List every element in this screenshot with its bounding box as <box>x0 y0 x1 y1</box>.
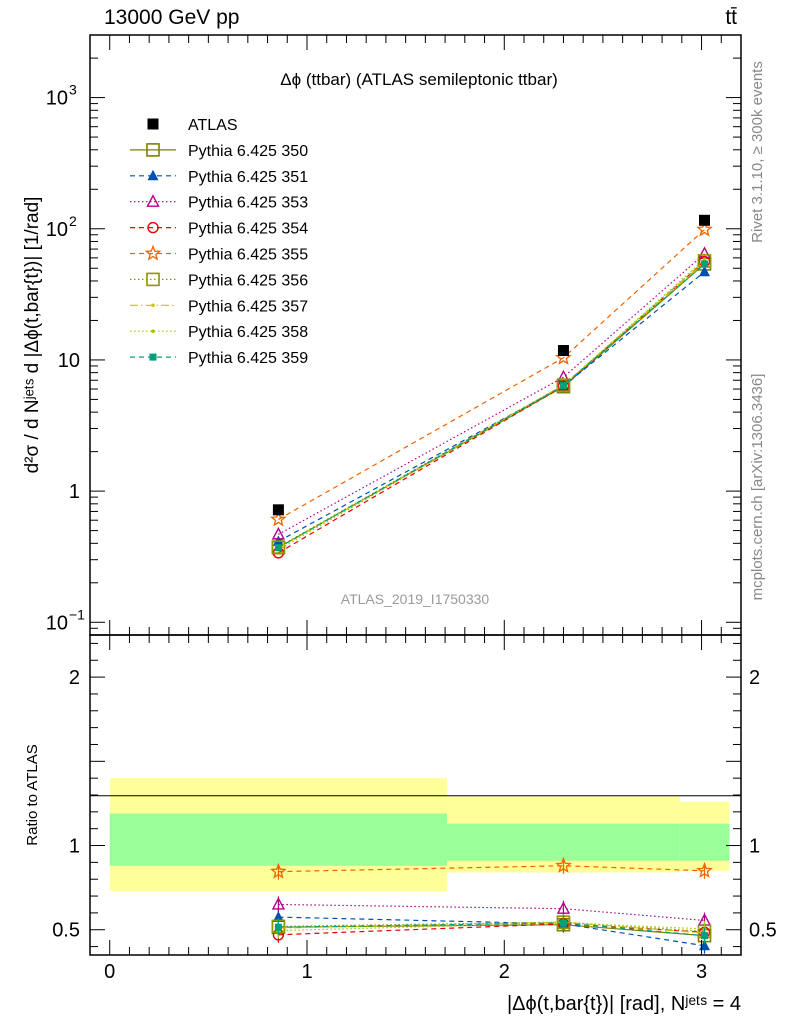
ratio-stat-uncertainty-band <box>109 813 448 866</box>
legend-marker <box>146 272 160 287</box>
chart-title: Δϕ (ttbar) (ATLAS semileptonic ttbar) <box>280 70 558 89</box>
series-marker <box>274 544 282 552</box>
ratio-y-tick-label: 2 <box>69 667 80 689</box>
y-tick-label: 10 <box>46 219 68 241</box>
x-tick-label: 2 <box>499 961 510 983</box>
series-line <box>278 260 705 548</box>
legend-label: Pythia 6.425 357 <box>188 298 308 315</box>
series-line <box>278 263 705 549</box>
y-tick-label: 1 <box>69 481 80 503</box>
ratio-y-tick-label: 0.5 <box>749 920 777 942</box>
series-marker <box>270 510 287 527</box>
legend-label: ATLAS <box>188 117 238 134</box>
main-series-group <box>270 214 713 559</box>
ratio-series-marker <box>701 932 709 940</box>
legend-label: Pythia 6.425 359 <box>188 350 308 367</box>
ratio-series-marker <box>556 901 571 914</box>
series-marker <box>271 526 286 540</box>
ratio-series-marker <box>270 862 287 879</box>
data-point <box>699 214 711 226</box>
series-marker <box>559 382 567 390</box>
series-line <box>278 271 705 542</box>
y-tick-label-exponent: 2 <box>69 213 77 229</box>
series-line <box>278 261 705 554</box>
rivet-version-label: Rivet 3.1.10, ≥ 300k events <box>749 61 766 243</box>
ratio-y-tick-label: 2 <box>749 667 760 689</box>
y-tick-label-exponent: 3 <box>69 82 77 98</box>
y-tick-label: 10 <box>46 88 68 110</box>
series-line <box>278 253 705 535</box>
ratio-series-group <box>270 856 713 954</box>
legend-marker <box>151 329 155 334</box>
series-marker <box>699 265 711 277</box>
ratio-y-tick-label: 1 <box>69 836 80 858</box>
ratio-series-marker <box>272 911 284 922</box>
ratio-series-marker <box>559 919 567 927</box>
series-marker <box>701 260 709 268</box>
mcplots-reference-label: mcplots.cern.ch [arXiv:1306.3436] <box>749 374 766 601</box>
legend-marker <box>151 303 155 308</box>
ratio-y-tick-label: 1 <box>749 836 760 858</box>
x-tick-label: 1 <box>301 961 312 983</box>
legend-marker <box>147 118 159 130</box>
ratio-series-marker <box>274 923 282 931</box>
legend-marker <box>147 221 159 234</box>
legend-marker <box>146 194 160 207</box>
x-tick-label: 0 <box>104 961 115 983</box>
legend-label: Pythia 6.425 356 <box>188 272 308 289</box>
ratio-stat-uncertainty-band <box>679 823 730 861</box>
ratio-series-line <box>278 921 705 934</box>
analysis-watermark: ATLAS_2019_I1750330 <box>341 591 490 607</box>
y-tick-label: 10 <box>46 612 68 634</box>
x-axis-label: |Δϕ(t,bar{t})| [rad], Nʲᵉᵗˢ = 4 <box>507 993 741 1015</box>
ratio-series-line <box>278 922 705 937</box>
ratio-series-line <box>278 916 705 947</box>
ratio-series-marker <box>696 861 713 878</box>
ratio-series-marker <box>271 896 286 910</box>
ratio-series-line <box>278 865 705 873</box>
series-marker <box>271 540 286 554</box>
energy-label: 13000 GeV pp <box>104 6 239 29</box>
series-line <box>278 263 705 549</box>
legend-label: Pythia 6.425 351 <box>188 169 308 186</box>
series-marker <box>702 257 707 262</box>
legend: ATLAS Pythia 6.425 350 Pythia 6.425 351 Pyt… <box>130 117 308 367</box>
legend-label: Pythia 6.425 350 <box>188 143 308 160</box>
legend-label: Pythia 6.425 354 <box>188 221 308 238</box>
data-point <box>557 345 569 357</box>
legend-marker <box>144 244 162 261</box>
y-tick-label-exponent: −1 <box>69 606 85 622</box>
legend-label: Pythia 6.425 355 <box>188 247 308 264</box>
process-label: tt̄ <box>725 6 737 29</box>
ratio-y-tick-label: 0.5 <box>52 920 80 942</box>
y-tick-label: 10 <box>58 350 80 372</box>
legend-label: Pythia 6.425 353 <box>188 195 308 212</box>
series-line <box>278 229 705 520</box>
y-axis-label: d²σ / d Nʲᵉᵗˢ d |Δϕ(t,bar{t})| [1/rad] <box>22 197 43 474</box>
ratio-stat-uncertainty-band <box>447 823 680 861</box>
series-line <box>278 261 705 549</box>
series-marker <box>556 378 571 392</box>
x-tick-label: 3 <box>696 961 707 983</box>
legend-marker <box>149 353 157 361</box>
legend-marker <box>146 143 160 157</box>
ratio-uncertainty-bands <box>109 778 730 891</box>
ratio-y-axis-label: Ratio to ATLAS <box>24 744 41 845</box>
data-point <box>272 504 284 516</box>
legend-marker <box>147 169 159 181</box>
series-marker <box>696 220 713 237</box>
legend-label: Pythia 6.425 358 <box>188 324 308 341</box>
ratio-series-marker <box>555 856 572 873</box>
